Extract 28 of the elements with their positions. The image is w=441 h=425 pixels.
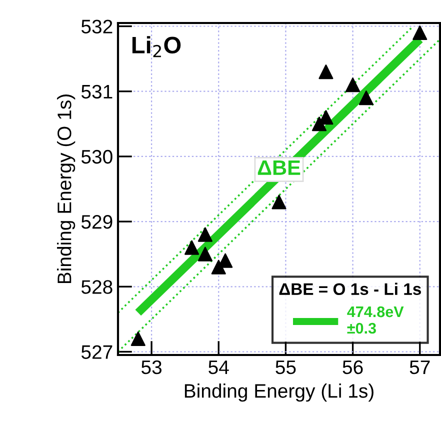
y-axis-title: Binding Energy (O 1s) bbox=[57, 94, 76, 284]
x-axis-title: Binding Energy (Li 1s) bbox=[184, 384, 374, 402]
point bbox=[198, 246, 212, 262]
x-tick-label: 53 bbox=[142, 360, 162, 374]
y-tick-label: 527 bbox=[81, 345, 112, 359]
x-tick-label: 55 bbox=[276, 360, 296, 374]
x-tick-label: 56 bbox=[342, 360, 363, 374]
point bbox=[130, 331, 146, 346]
legend-label: 474.8eV ±0.3 bbox=[347, 306, 404, 334]
y-tick-label: 529 bbox=[81, 215, 112, 229]
y-tick-label: 532 bbox=[81, 20, 112, 34]
point bbox=[272, 194, 286, 210]
point bbox=[318, 64, 334, 80]
y-tick-label: 528 bbox=[81, 280, 112, 294]
point bbox=[346, 78, 360, 92]
x-tick-label: 54 bbox=[208, 360, 229, 374]
point bbox=[184, 240, 200, 255]
x-tick-label: 57 bbox=[410, 360, 430, 374]
legend-title: ΔBE = O 1s - Li 1s bbox=[279, 282, 421, 296]
annotation: Li$_{2}$O bbox=[132, 36, 181, 58]
point bbox=[211, 260, 226, 274]
point bbox=[412, 25, 428, 40]
y-tick-label: 531 bbox=[81, 84, 112, 99]
annotation: ΔBE bbox=[258, 160, 300, 175]
point bbox=[312, 116, 327, 132]
point bbox=[358, 90, 374, 106]
point bbox=[198, 227, 212, 242]
y-tick-label: 530 bbox=[81, 150, 112, 164]
